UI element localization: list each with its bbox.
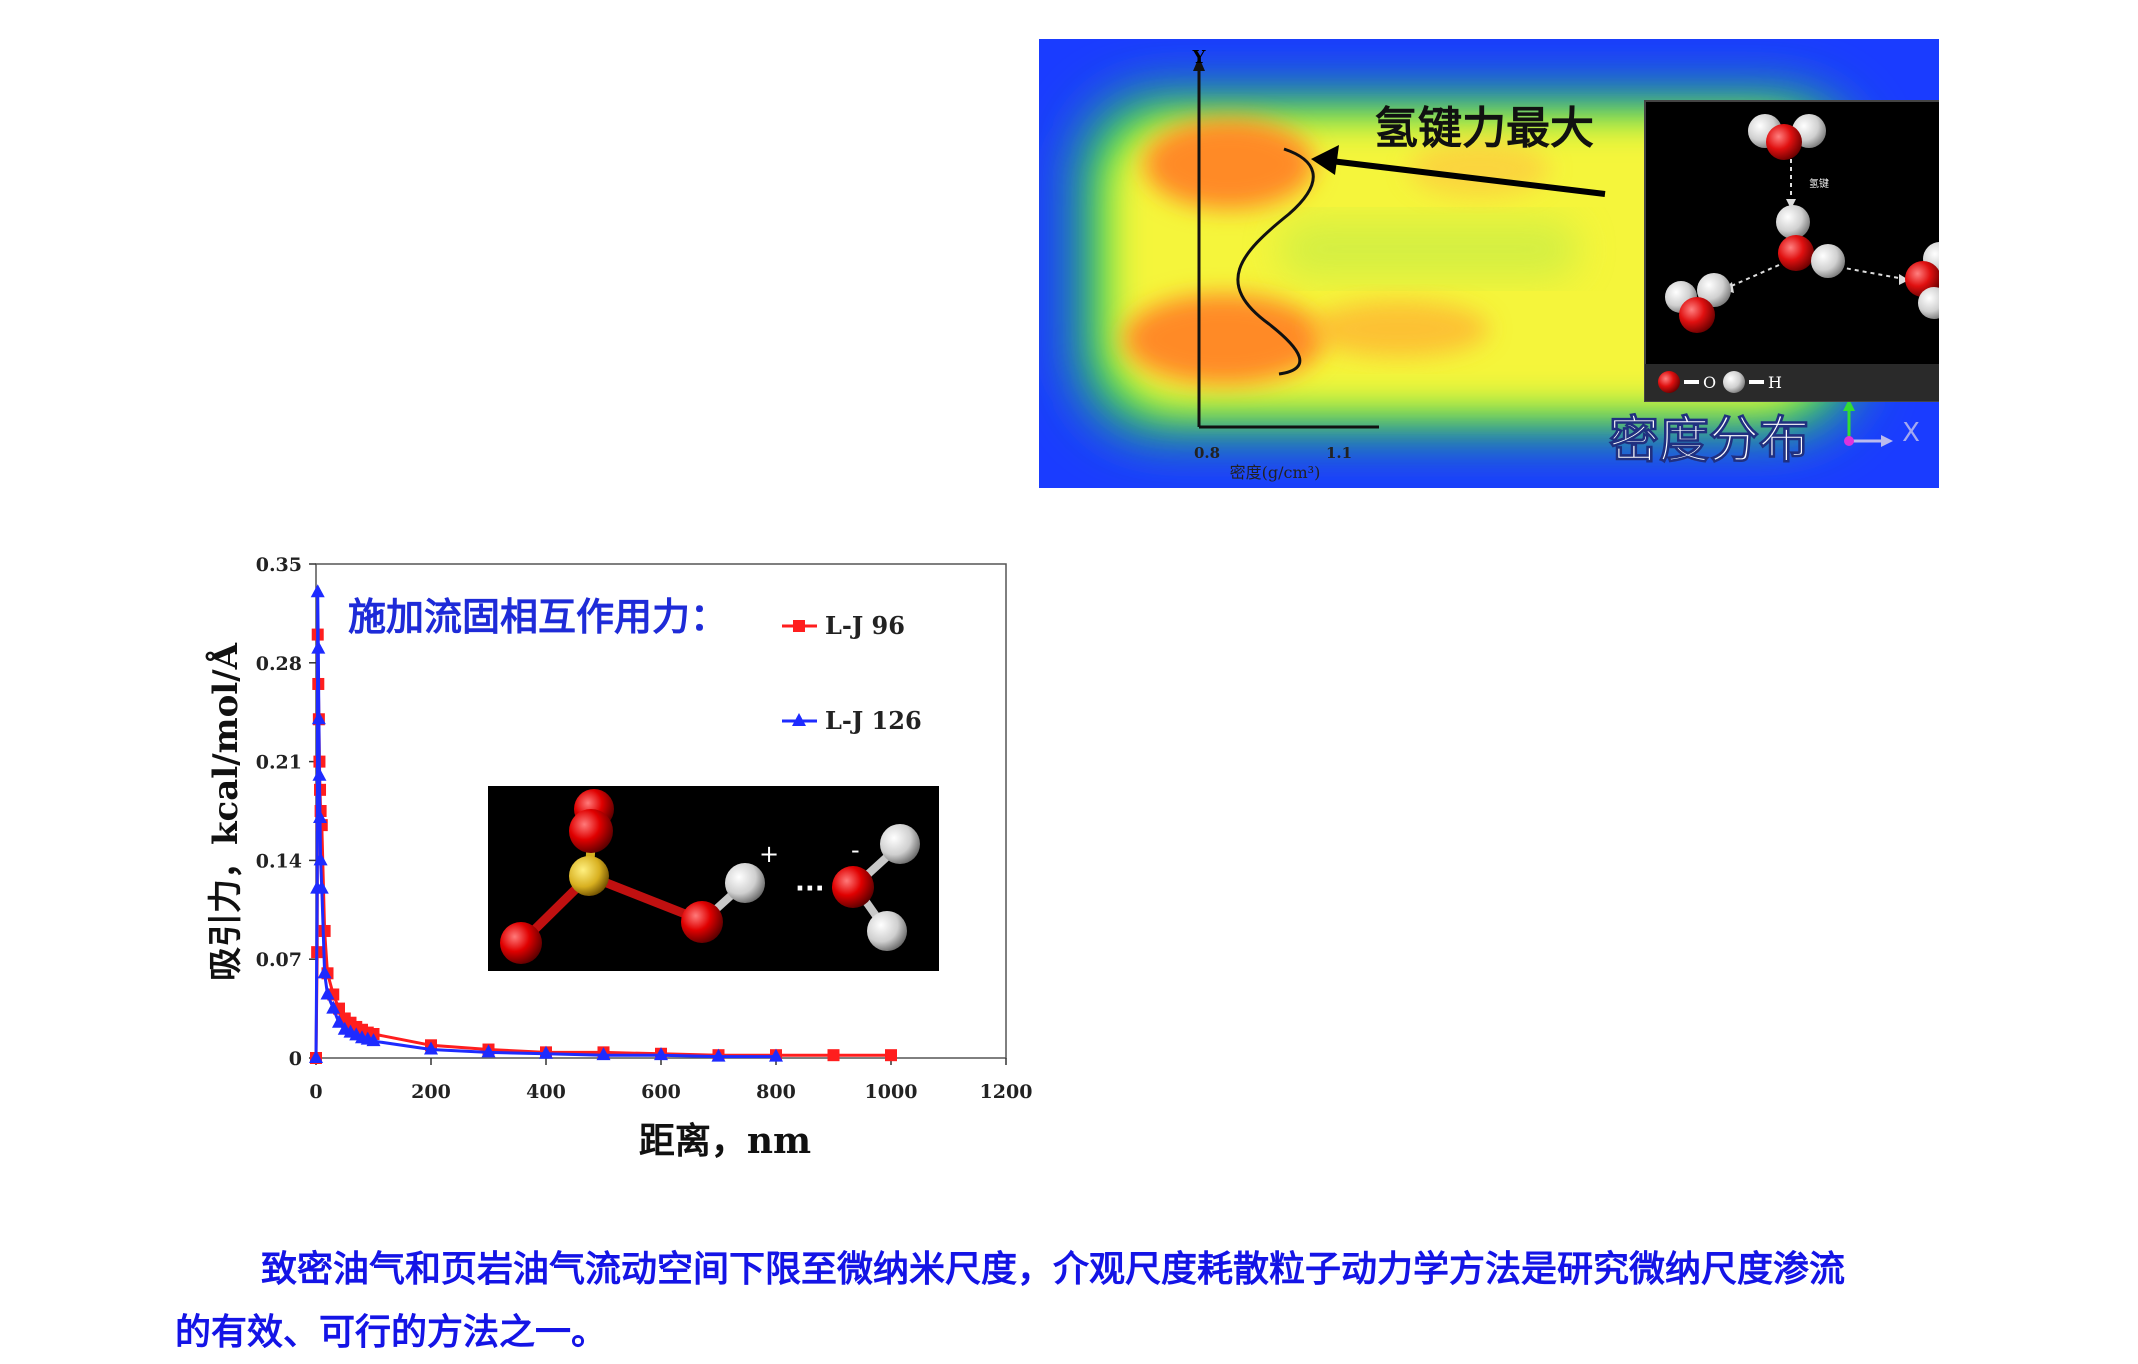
data-point-square bbox=[827, 1049, 840, 1062]
x-tick-label: 400 bbox=[526, 1081, 566, 1103]
annotation-arrow bbox=[1330, 158, 1606, 197]
legend-item-lj96: L-J 96 bbox=[782, 611, 905, 640]
molecule-interaction-inset: + - ··· bbox=[488, 786, 939, 971]
annotation-max-hbond: 氢键力最大 bbox=[1374, 103, 1594, 154]
positive-charge: + bbox=[759, 840, 779, 868]
orientation-x-letter: X bbox=[1902, 418, 1920, 448]
legend-title: 施加流固相互作用力： bbox=[348, 595, 728, 639]
y-tick-label: 0.28 bbox=[256, 653, 302, 675]
y-axis-ticks: 0 0.07 0.14 0.21 0.28 0.35 bbox=[256, 554, 316, 1070]
data-point-triangle bbox=[366, 1033, 381, 1047]
legend-item-lj126: L-J 126 bbox=[782, 706, 922, 735]
data-point-triangle bbox=[314, 880, 329, 894]
x-tick-label: 200 bbox=[411, 1081, 451, 1103]
caption-paragraph: 致密油气和页岩油气流动空间下限至微纳米尺度，介观尺度耗散粒子动力学方法是研究微纳… bbox=[175, 1238, 2015, 1364]
y-tick-label: 0.21 bbox=[256, 752, 302, 774]
data-point-triangle bbox=[424, 1041, 438, 1055]
density-y-axis-letter: Y bbox=[1192, 47, 1207, 68]
density-distribution-figure: Y 0.8 1.1 密度(g/cm³) 氢键力最大 密度分布 X bbox=[1039, 39, 1939, 488]
legend-hydrogen-label: H bbox=[1768, 373, 1782, 392]
data-point-triangle bbox=[313, 852, 328, 866]
legend-square-marker bbox=[793, 620, 805, 632]
caption-line-2: 的有效、可行的方法之一。 bbox=[175, 1312, 608, 1353]
data-point-triangle bbox=[320, 986, 335, 1000]
hydrogen-bond-dots: ··· bbox=[795, 874, 825, 904]
data-point-triangle bbox=[311, 640, 326, 654]
data-point-triangle bbox=[654, 1047, 668, 1061]
legend-oxygen-icon bbox=[1658, 371, 1680, 393]
data-point-triangle bbox=[310, 584, 325, 598]
data-point-triangle bbox=[539, 1045, 553, 1059]
data-point-square bbox=[885, 1049, 897, 1062]
data-point-triangle bbox=[311, 711, 326, 725]
y-tick-label: 0 bbox=[289, 1048, 302, 1070]
density-x-tick-max: 1.1 bbox=[1326, 444, 1352, 462]
negative-charge: - bbox=[851, 836, 860, 864]
heatmap-hotspot-lower-mid bbox=[1309, 301, 1489, 357]
legend-triangle-marker bbox=[792, 713, 806, 726]
data-point-triangle bbox=[481, 1044, 496, 1058]
series-lj126 bbox=[309, 584, 783, 1063]
legend-hydrogen-icon bbox=[1723, 371, 1745, 393]
x-tick-label: 800 bbox=[756, 1081, 796, 1103]
density-x-tick-min: 0.8 bbox=[1194, 444, 1220, 462]
caption-line-1: 致密油气和页岩油气流动空间下限至微纳米尺度，介观尺度耗散粒子动力学方法是研究微纳… bbox=[261, 1249, 1846, 1290]
orientation-x-arrow-icon bbox=[1881, 435, 1893, 447]
y-axis-title: 吸引力，kcal/mol/Å bbox=[205, 642, 246, 981]
legend-label-lj126: L-J 126 bbox=[825, 706, 922, 735]
data-point-triangle bbox=[317, 965, 332, 979]
heatmap-center-dip bbox=[1279, 219, 1579, 279]
data-point-triangle bbox=[332, 1014, 346, 1028]
data-point-triangle bbox=[312, 767, 327, 781]
heatmap-hotspot-upper bbox=[1144, 119, 1314, 209]
annotation-arrowhead-icon bbox=[1311, 145, 1339, 175]
data-point-triangle bbox=[313, 810, 328, 824]
inset-bond-label: 氢键 bbox=[1809, 177, 1829, 190]
legend-oxygen-label: O bbox=[1703, 373, 1716, 392]
sulfate-fragment bbox=[500, 789, 765, 964]
density-y-arrow-icon bbox=[1193, 57, 1205, 71]
data-point-triangle bbox=[596, 1047, 611, 1061]
density-profile-curve bbox=[1236, 147, 1315, 376]
data-point-triangle bbox=[326, 1000, 341, 1014]
x-tick-label: 600 bbox=[641, 1081, 681, 1103]
legend-label-lj96: L-J 96 bbox=[825, 611, 905, 640]
data-point-triangle bbox=[769, 1048, 783, 1062]
y-tick-label: 0.14 bbox=[256, 850, 302, 872]
orientation-y-arrow-icon bbox=[1843, 399, 1855, 411]
orientation-origin bbox=[1844, 436, 1854, 446]
x-tick-label: 0 bbox=[309, 1081, 322, 1103]
y-tick-label: 0.07 bbox=[256, 949, 302, 971]
x-tick-label: 1200 bbox=[980, 1081, 1033, 1103]
heatmap-hotspot-lower bbox=[1124, 294, 1324, 384]
chart-series bbox=[309, 584, 897, 1064]
x-axis-title: 距离，nm bbox=[639, 1120, 811, 1162]
y-tick-label: 0.35 bbox=[256, 554, 302, 576]
data-point-triangle bbox=[309, 1050, 323, 1063]
density-title: 密度分布 bbox=[1609, 411, 1809, 469]
density-x-axis-label: 密度(g/cm³) bbox=[1230, 463, 1321, 482]
water-cluster-inset: 氢键 O H bbox=[1644, 100, 1939, 402]
x-axis-ticks: 0 200 400 600 800 1000 1200 bbox=[309, 1058, 1032, 1103]
data-point-triangle bbox=[711, 1048, 726, 1062]
x-tick-label: 1000 bbox=[865, 1081, 918, 1103]
water-fragment bbox=[832, 824, 920, 951]
